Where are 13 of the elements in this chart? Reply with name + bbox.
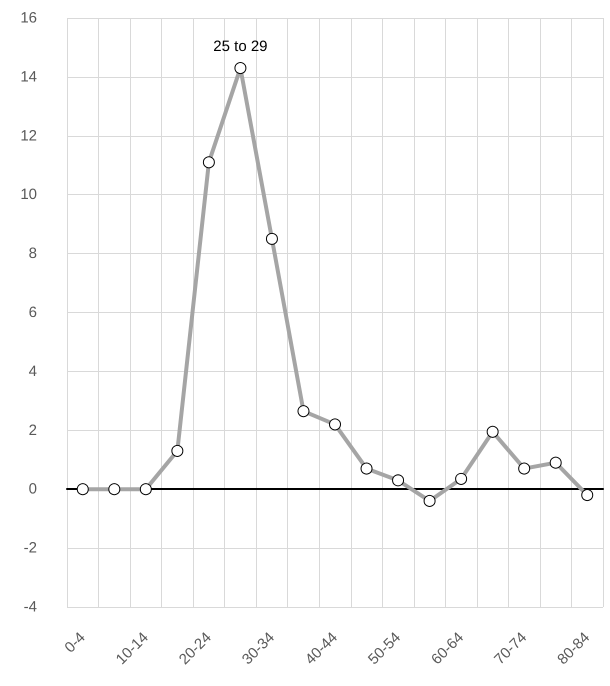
y-tick-label: 12 <box>20 127 37 144</box>
y-tick-label: 2 <box>28 422 37 439</box>
x-tick-label: 0-4 <box>61 628 89 656</box>
y-tick-label: 8 <box>28 245 37 262</box>
y-tick-label: 16 <box>20 10 37 26</box>
y-tick-label: 14 <box>20 68 37 86</box>
y-tick-label: 0 <box>28 480 37 498</box>
y-tick-label: -2 <box>24 540 37 557</box>
y-tick-label: 6 <box>28 304 37 321</box>
y-tick-label: -4 <box>24 598 37 616</box>
y-tick-label: 4 <box>28 362 37 380</box>
y-tick-label: 10 <box>20 186 37 204</box>
annotation: 25 to 29 <box>213 38 268 56</box>
